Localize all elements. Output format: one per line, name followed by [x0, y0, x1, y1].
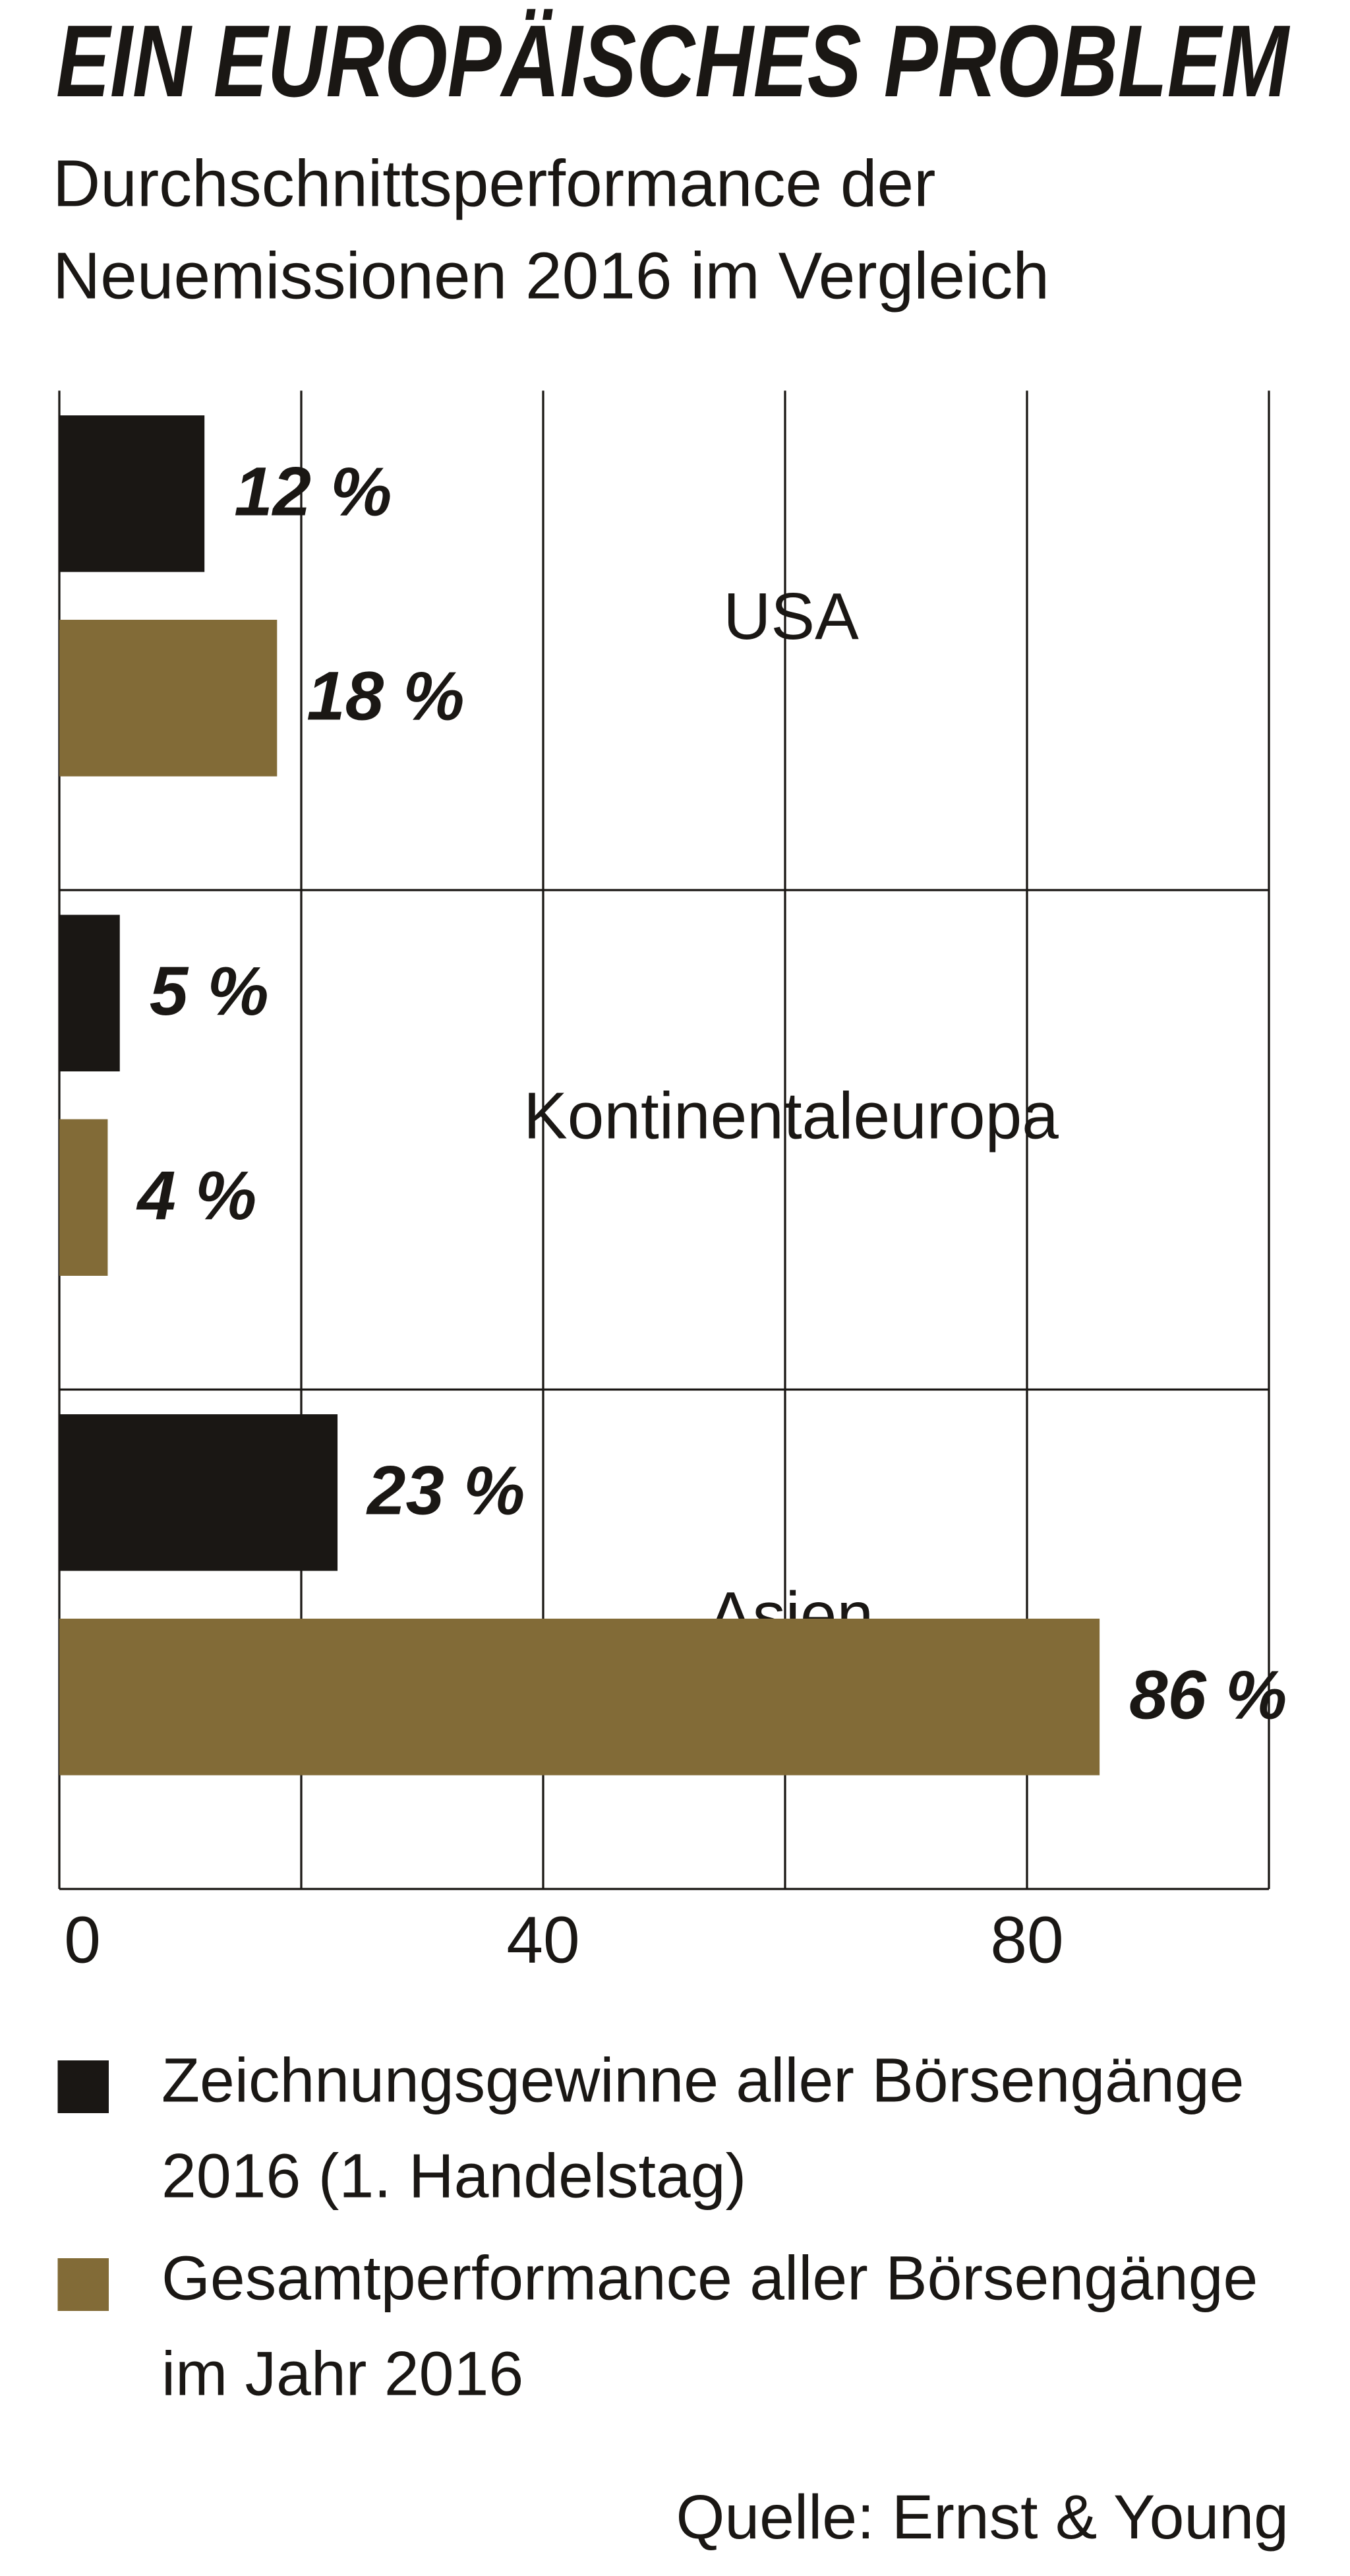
x-tick-label: 40 [506, 1903, 579, 1977]
bar [59, 415, 205, 572]
legend-label: Gesamtperformance aller Börsengänge im J… [161, 2245, 1258, 2410]
chart-title: EIN EUROPÄISCHES PROBLEM [56, 4, 1290, 118]
bar [59, 1619, 1100, 1776]
value-label: 18 % [307, 657, 464, 734]
value-label: 4 % [136, 1157, 256, 1234]
value-label: 86 % [1129, 1656, 1287, 1733]
bar [59, 620, 278, 777]
legend-swatch [57, 2060, 109, 2113]
x-tick-label: 0 [64, 1903, 101, 1977]
source: Quelle: Ernst & Young [676, 2482, 1289, 2552]
legend-swatch [57, 2258, 109, 2311]
bar [59, 1414, 338, 1571]
category-label: USA [723, 580, 859, 653]
bar [59, 1119, 108, 1276]
value-label: 23 % [366, 1452, 525, 1529]
bar [59, 914, 120, 1071]
legend-box: Gesamtperformance aller Börsengänge im J… [161, 2245, 1258, 2410]
chart-subtitle: Durchschnittsperformance der Neuemission… [53, 148, 1049, 313]
category-label: Kontinentaleuropa [523, 1079, 1059, 1153]
value-label: 5 % [150, 953, 269, 1030]
subtitle-box: Durchschnittsperformance der Neuemission… [53, 148, 1049, 313]
x-tick-label: 80 [990, 1903, 1063, 1977]
value-label: 12 % [234, 453, 392, 530]
legend-label: Zeichnungsgewinne aller Börsengänge 2016… [161, 2047, 1245, 2212]
legend-box: Zeichnungsgewinne aller Börsengänge 2016… [161, 2047, 1245, 2212]
